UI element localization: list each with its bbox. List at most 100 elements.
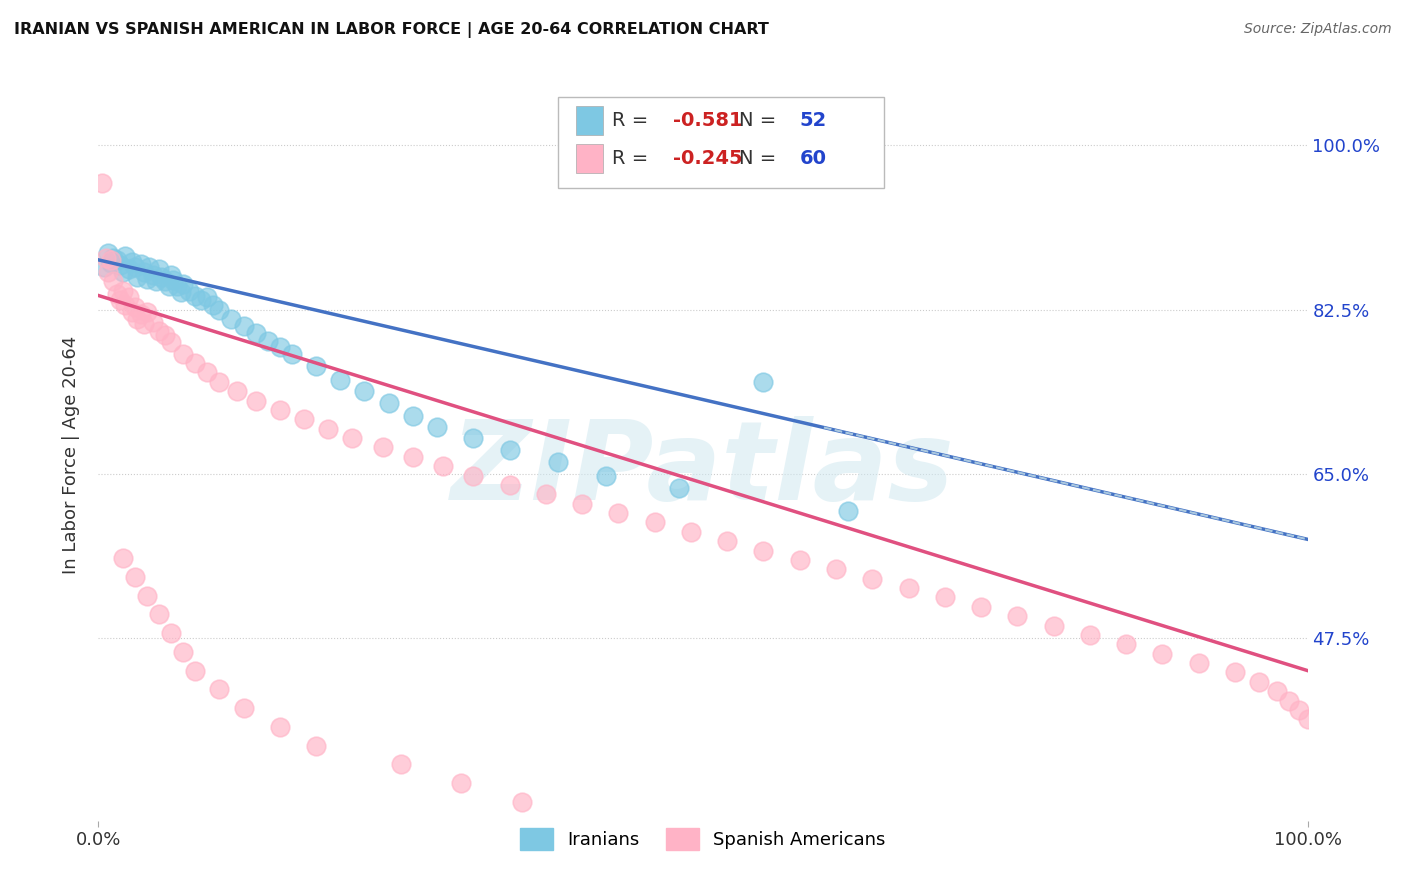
Point	[269, 403, 291, 417]
Text: 60: 60	[800, 149, 827, 169]
Point	[114, 249, 136, 263]
Point	[148, 607, 170, 622]
Point	[292, 412, 315, 426]
Point	[160, 626, 183, 640]
Point	[142, 268, 165, 282]
Text: IRANIAN VS SPANISH AMERICAN IN LABOR FORCE | AGE 20-64 CORRELATION CHART: IRANIAN VS SPANISH AMERICAN IN LABOR FOR…	[14, 22, 769, 38]
Point	[208, 682, 231, 697]
Y-axis label: In Labor Force | Age 20-64: In Labor Force | Age 20-64	[62, 335, 80, 574]
Point	[97, 246, 120, 260]
Point	[124, 570, 146, 584]
Point	[860, 572, 883, 586]
Point	[111, 551, 134, 566]
Point	[179, 284, 201, 298]
Text: R =: R =	[613, 149, 655, 169]
Text: 52: 52	[800, 112, 827, 130]
Point	[129, 307, 152, 321]
Point	[162, 273, 184, 287]
Point	[91, 176, 114, 190]
Point	[153, 327, 176, 342]
Point	[316, 422, 339, 436]
Point	[389, 757, 412, 772]
Point	[172, 645, 194, 659]
Point	[402, 450, 425, 464]
Point	[547, 455, 569, 469]
Point	[172, 346, 194, 360]
Point	[97, 265, 120, 279]
Point	[121, 305, 143, 319]
Point	[571, 497, 593, 511]
Point	[342, 431, 364, 445]
Point	[426, 419, 449, 434]
Text: -0.581: -0.581	[672, 112, 742, 130]
Point	[281, 346, 304, 360]
Point	[1042, 618, 1064, 632]
Bar	[576, 106, 603, 136]
Point	[595, 468, 617, 483]
Point	[934, 591, 956, 605]
Point	[142, 315, 165, 329]
Point	[195, 290, 218, 304]
Point	[353, 384, 375, 399]
Point	[108, 259, 131, 273]
Point	[463, 468, 485, 483]
Point	[153, 275, 176, 289]
Point	[134, 317, 156, 331]
Point	[1188, 656, 1211, 670]
Point	[269, 720, 291, 734]
Point	[450, 776, 472, 790]
Point	[166, 279, 188, 293]
Point	[1007, 609, 1029, 624]
Point	[644, 516, 666, 530]
Point	[329, 373, 352, 387]
Point	[101, 275, 124, 289]
Point	[100, 255, 122, 269]
Text: ZIPatlas: ZIPatlas	[451, 416, 955, 523]
Point	[716, 534, 738, 549]
Point	[1152, 647, 1174, 661]
Point	[232, 318, 254, 333]
Point	[138, 260, 160, 275]
Point	[1267, 684, 1289, 698]
Point	[510, 795, 533, 809]
Point	[1078, 628, 1101, 642]
Point	[127, 269, 149, 284]
Point	[269, 340, 291, 354]
Point	[607, 506, 630, 520]
Point	[108, 293, 131, 308]
Point	[1278, 693, 1301, 707]
Point	[111, 284, 134, 298]
Text: -0.245: -0.245	[672, 149, 742, 169]
Point	[463, 431, 485, 445]
Point	[118, 290, 141, 304]
Point	[105, 286, 128, 301]
Point	[789, 553, 811, 567]
Point	[1223, 665, 1246, 680]
Point	[124, 300, 146, 314]
Point	[498, 478, 520, 492]
Point	[970, 599, 993, 614]
Legend: Iranians, Spanish Americans: Iranians, Spanish Americans	[512, 819, 894, 859]
Point	[184, 288, 207, 302]
Point	[679, 524, 702, 539]
Point	[305, 359, 328, 373]
Point	[432, 459, 454, 474]
Text: N =: N =	[740, 149, 783, 169]
Point	[221, 312, 243, 326]
Point	[1288, 703, 1310, 717]
Point	[232, 701, 254, 715]
Point	[305, 739, 328, 753]
Text: R =: R =	[613, 112, 655, 130]
Point	[837, 504, 859, 518]
Point	[114, 298, 136, 312]
Point	[101, 251, 124, 265]
Point	[129, 257, 152, 271]
Point	[160, 335, 183, 350]
Point	[160, 268, 183, 282]
Point	[1249, 674, 1271, 689]
Point	[118, 262, 141, 277]
Point	[145, 275, 167, 289]
Point	[752, 543, 775, 558]
Point	[668, 481, 690, 495]
Point	[150, 269, 173, 284]
